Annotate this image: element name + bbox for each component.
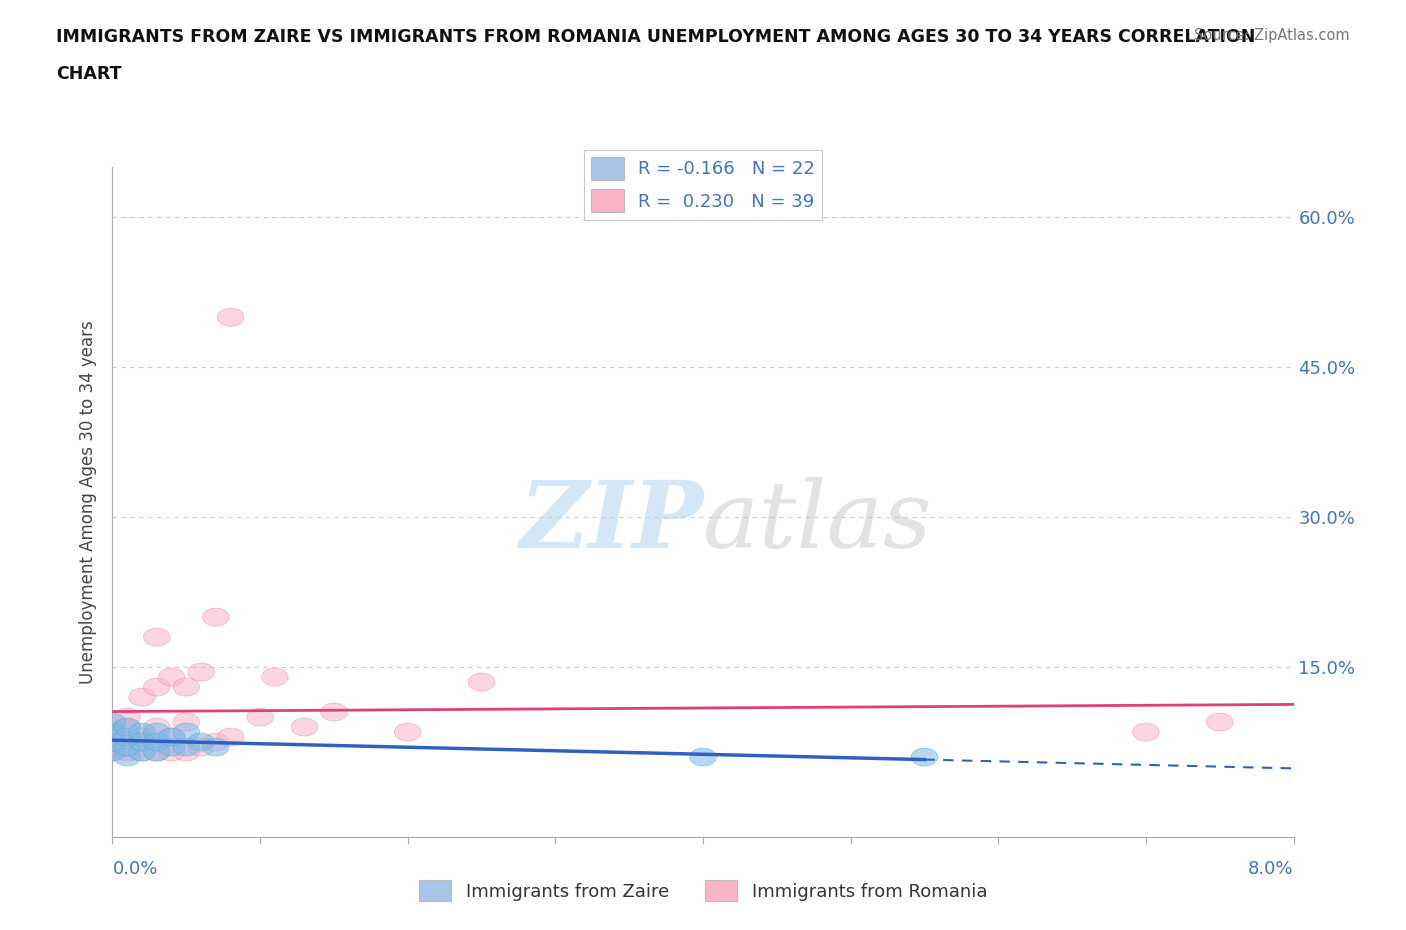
Ellipse shape — [173, 678, 200, 696]
Ellipse shape — [395, 723, 420, 741]
Ellipse shape — [143, 723, 170, 741]
Ellipse shape — [690, 748, 716, 766]
Ellipse shape — [100, 733, 125, 751]
Ellipse shape — [100, 733, 125, 751]
Ellipse shape — [188, 738, 214, 756]
Ellipse shape — [159, 738, 184, 756]
Text: ZIP: ZIP — [519, 477, 703, 567]
Ellipse shape — [100, 718, 125, 736]
Ellipse shape — [129, 733, 155, 751]
Ellipse shape — [291, 718, 318, 736]
Ellipse shape — [1206, 713, 1233, 731]
Ellipse shape — [100, 743, 125, 761]
Ellipse shape — [159, 668, 184, 686]
Ellipse shape — [911, 748, 938, 766]
Ellipse shape — [143, 743, 170, 761]
Ellipse shape — [218, 309, 243, 326]
Text: CHART: CHART — [56, 65, 122, 83]
Ellipse shape — [114, 728, 141, 746]
Ellipse shape — [129, 688, 155, 706]
Ellipse shape — [114, 708, 141, 726]
Ellipse shape — [173, 713, 200, 731]
Ellipse shape — [114, 718, 141, 736]
Ellipse shape — [129, 743, 155, 761]
Ellipse shape — [114, 728, 141, 746]
Ellipse shape — [143, 733, 170, 751]
Ellipse shape — [202, 733, 229, 751]
Ellipse shape — [247, 708, 273, 726]
Ellipse shape — [202, 738, 229, 756]
Ellipse shape — [173, 738, 200, 756]
Ellipse shape — [129, 733, 155, 751]
Text: Source: ZipAtlas.com: Source: ZipAtlas.com — [1194, 28, 1350, 43]
Ellipse shape — [129, 728, 155, 746]
Ellipse shape — [321, 703, 347, 721]
Ellipse shape — [173, 743, 200, 761]
Ellipse shape — [143, 718, 170, 736]
Ellipse shape — [173, 723, 200, 741]
Text: 8.0%: 8.0% — [1249, 860, 1294, 878]
Ellipse shape — [159, 743, 184, 761]
Ellipse shape — [129, 743, 155, 761]
Ellipse shape — [218, 728, 243, 746]
Ellipse shape — [114, 738, 141, 756]
Ellipse shape — [100, 723, 125, 741]
Ellipse shape — [143, 678, 170, 696]
Ellipse shape — [114, 743, 141, 761]
Ellipse shape — [129, 723, 155, 741]
Ellipse shape — [114, 718, 141, 736]
Ellipse shape — [1133, 723, 1159, 741]
Text: 0.0%: 0.0% — [112, 860, 157, 878]
Ellipse shape — [143, 733, 170, 751]
Ellipse shape — [262, 668, 288, 686]
Legend: Immigrants from Zaire, Immigrants from Romania: Immigrants from Zaire, Immigrants from R… — [412, 873, 994, 909]
Ellipse shape — [100, 728, 125, 746]
Ellipse shape — [100, 738, 125, 756]
Text: atlas: atlas — [703, 477, 932, 567]
Ellipse shape — [159, 728, 184, 746]
Ellipse shape — [468, 673, 495, 691]
Ellipse shape — [100, 743, 125, 761]
Ellipse shape — [114, 738, 141, 756]
Ellipse shape — [100, 713, 125, 731]
Ellipse shape — [114, 748, 141, 766]
Ellipse shape — [159, 728, 184, 746]
Ellipse shape — [188, 663, 214, 681]
Ellipse shape — [202, 608, 229, 626]
Ellipse shape — [143, 743, 170, 761]
Text: IMMIGRANTS FROM ZAIRE VS IMMIGRANTS FROM ROMANIA UNEMPLOYMENT AMONG AGES 30 TO 3: IMMIGRANTS FROM ZAIRE VS IMMIGRANTS FROM… — [56, 28, 1256, 46]
Ellipse shape — [188, 733, 214, 751]
Ellipse shape — [143, 628, 170, 646]
Y-axis label: Unemployment Among Ages 30 to 34 years: Unemployment Among Ages 30 to 34 years — [79, 320, 97, 684]
